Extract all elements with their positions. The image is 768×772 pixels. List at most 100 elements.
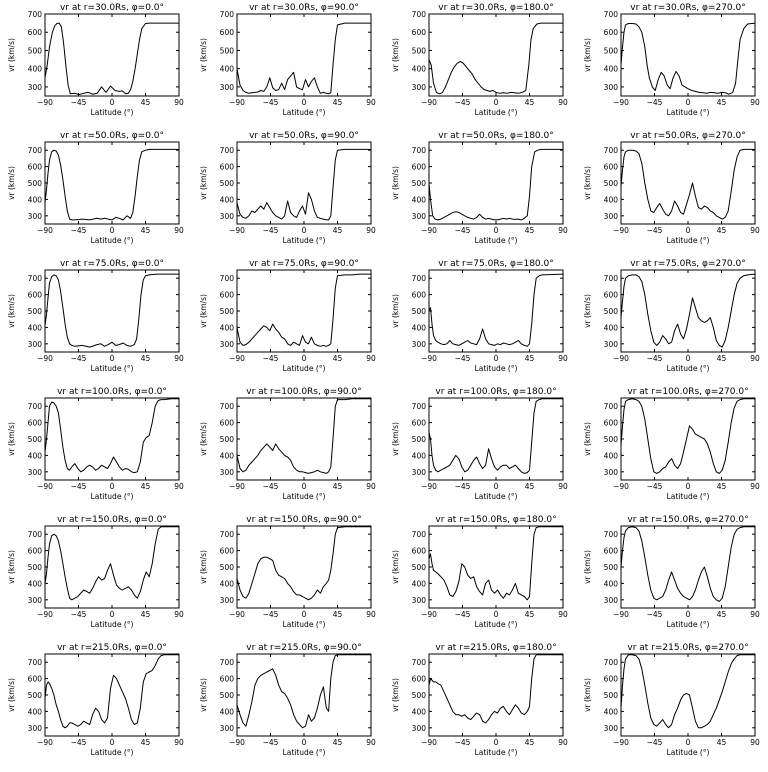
series-line	[428, 654, 563, 724]
y-tick-label: 500	[412, 435, 427, 444]
x-tick-label: 0	[302, 738, 307, 747]
y-tick-label: 400	[604, 195, 619, 204]
y-tick-label: 300	[28, 724, 43, 733]
x-tick-label: −90	[229, 482, 245, 491]
series-line	[236, 148, 371, 221]
y-tick-label: 500	[220, 46, 235, 55]
y-tick-label: 600	[412, 163, 427, 172]
x-tick-label: 0	[302, 610, 307, 619]
x-tick-label: −45	[647, 482, 663, 491]
y-tick-label: 600	[412, 547, 427, 556]
x-tick-label: −45	[263, 738, 279, 747]
x-tick-label: 45	[333, 98, 343, 107]
x-tick-label: 90	[174, 482, 184, 491]
x-tick-label: −45	[647, 98, 663, 107]
panel-1-2: vr at r=50.0Rs, φ=180.0° −90 −45 0 45 90 300 40…	[384, 128, 576, 256]
y-tick-label: 700	[412, 10, 427, 19]
series-line	[236, 526, 371, 601]
y-tick-label: 600	[28, 291, 43, 300]
x-axis-label: Latitude (°)	[91, 108, 134, 117]
y-tick-label: 500	[604, 691, 619, 700]
x-tick-label: −90	[613, 482, 629, 491]
y-tick-label: 600	[604, 28, 619, 37]
x-tick-label: 0	[110, 226, 115, 235]
y-tick-label: 700	[28, 274, 43, 283]
panel-title: vr at r=100.0Rs, φ=90.0°	[246, 387, 361, 397]
y-tick-label: 600	[412, 419, 427, 428]
y-tick-label: 700	[604, 146, 619, 155]
y-tick-label: 600	[220, 28, 235, 37]
y-tick-label: 600	[604, 675, 619, 684]
x-tick-label: 90	[366, 482, 376, 491]
y-tick-label: 500	[412, 691, 427, 700]
plot-frame	[428, 397, 564, 481]
x-axis-label: Latitude (°)	[283, 620, 326, 629]
x-axis-label: Latitude (°)	[283, 236, 326, 245]
y-tick-label: 600	[412, 291, 427, 300]
x-tick-label: 0	[686, 738, 691, 747]
x-tick-label: 0	[494, 354, 499, 363]
x-tick-label: 0	[686, 98, 691, 107]
y-axis-label: vr (km/s)	[199, 166, 208, 200]
x-tick-label: −90	[613, 354, 629, 363]
x-tick-label: 90	[750, 98, 760, 107]
y-axis-label: vr (km/s)	[7, 294, 16, 328]
panel-title: vr at r=50.0Rs, φ=180.0°	[438, 131, 553, 141]
x-tick-label: −90	[229, 354, 245, 363]
x-tick-label: −45	[263, 98, 279, 107]
y-tick-label: 600	[412, 675, 427, 684]
series-line	[428, 148, 563, 221]
y-axis-label: vr (km/s)	[7, 38, 16, 72]
y-tick-label: 700	[28, 658, 43, 667]
y-tick-label: 500	[28, 435, 43, 444]
y-tick-label: 400	[220, 195, 235, 204]
x-axis-label: Latitude (°)	[475, 108, 518, 117]
plot-frame	[620, 397, 756, 481]
y-tick-label: 400	[28, 65, 43, 74]
y-tick-label: 300	[604, 212, 619, 221]
panel-title: vr at r=100.0Rs, φ=0.0°	[57, 387, 167, 397]
x-tick-label: 0	[494, 482, 499, 491]
x-tick-label: 90	[366, 98, 376, 107]
y-tick-label: 500	[220, 307, 235, 316]
x-tick-label: 45	[717, 738, 727, 747]
x-tick-label: 45	[525, 738, 535, 747]
series-line	[44, 22, 179, 95]
x-tick-label: 45	[717, 98, 727, 107]
panel-title: vr at r=215.0Rs, φ=0.0°	[57, 643, 167, 653]
plot-frame	[428, 141, 564, 225]
y-tick-label: 500	[28, 691, 43, 700]
y-tick-label: 300	[604, 340, 619, 349]
x-tick-label: −90	[613, 98, 629, 107]
y-tick-label: 700	[604, 658, 619, 667]
y-tick-label: 600	[604, 163, 619, 172]
y-axis-label: vr (km/s)	[7, 550, 16, 584]
series-line	[428, 398, 563, 474]
x-tick-label: −45	[647, 354, 663, 363]
panel-svg: vr at r=30.0Rs, φ=0.0° −90 −45 0 45 90 300 400 5…	[7, 3, 184, 117]
y-axis-label: vr (km/s)	[391, 294, 400, 328]
x-tick-label: 45	[525, 226, 535, 235]
y-tick-label: 500	[604, 179, 619, 188]
plot-frame	[44, 269, 180, 353]
y-tick-label: 300	[220, 212, 235, 221]
y-axis-label: vr (km/s)	[7, 422, 16, 456]
y-axis-label: vr (km/s)	[583, 166, 592, 200]
x-axis-label: Latitude (°)	[667, 492, 710, 501]
y-tick-label: 500	[604, 563, 619, 572]
x-axis-label: Latitude (°)	[91, 620, 134, 629]
y-tick-label: 700	[412, 402, 427, 411]
y-tick-label: 500	[412, 563, 427, 572]
y-tick-label: 300	[604, 83, 619, 92]
y-tick-label: 300	[220, 596, 235, 605]
y-tick-label: 700	[412, 530, 427, 539]
x-tick-label: 45	[717, 482, 727, 491]
x-tick-label: 45	[141, 226, 151, 235]
plot-frame	[620, 269, 756, 353]
x-tick-label: 90	[750, 738, 760, 747]
series-line	[44, 273, 179, 348]
x-tick-label: 45	[717, 226, 727, 235]
y-tick-label: 700	[220, 146, 235, 155]
x-axis-label: Latitude (°)	[475, 364, 518, 373]
y-tick-label: 400	[604, 579, 619, 588]
